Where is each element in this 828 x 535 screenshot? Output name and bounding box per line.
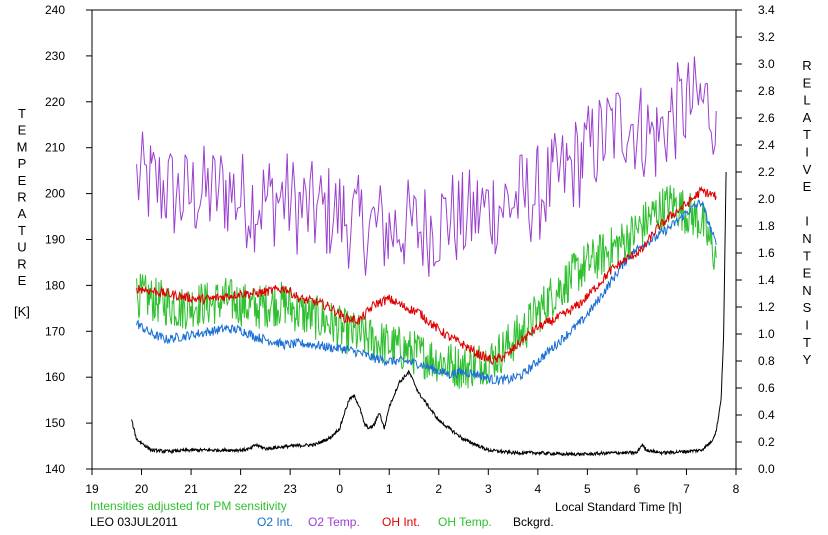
- left-axis-title-letter: E: [18, 123, 27, 138]
- right-axis-title-letter: I: [805, 318, 809, 333]
- right-tick-label: 0.4: [758, 408, 775, 422]
- right-tick-label: 0.8: [758, 354, 775, 368]
- right-tick-label: 3.4: [758, 3, 775, 17]
- x-tick-label: 20: [135, 482, 149, 496]
- plot-frame: [91, 9, 737, 470]
- x-axis: 19 20 21 22 23 0 1 2 3 4 5 6 7 8: [85, 469, 740, 496]
- left-axis-title-letter: E: [18, 173, 27, 188]
- legend-entry: OH Int.: [382, 515, 420, 529]
- x-tick-label: 22: [234, 482, 248, 496]
- right-axis-title-letter: E: [803, 266, 812, 281]
- left-axis-title-letter: M: [17, 139, 28, 154]
- legend-entry: O2 Int.: [257, 515, 293, 529]
- x-tick-label: 3: [485, 482, 492, 496]
- legend: O2 Int. O2 Temp. OH Int. OH Temp. Bckgrd.: [257, 515, 554, 529]
- legend-entry: OH Temp.: [438, 515, 492, 529]
- x-tick-label: 7: [683, 482, 690, 496]
- x-tick-label: 19: [85, 482, 99, 496]
- x-tick-label: 1: [386, 482, 393, 496]
- left-axis-title-letter: R: [17, 256, 26, 271]
- x-tick-label: 21: [184, 482, 198, 496]
- left-tick-label: 230: [45, 49, 65, 63]
- right-tick-label: 1.0: [758, 327, 775, 341]
- series-layer: [131, 56, 727, 457]
- left-tick-label: 210: [45, 141, 65, 155]
- left-axis: 140 150 160 170 180 190 200 210 220 230 240: [45, 3, 92, 476]
- right-axis-title-letter: E: [803, 179, 812, 194]
- left-tick-label: 240: [45, 3, 65, 17]
- right-tick-label: 1.4: [758, 273, 775, 287]
- right-tick-label: 2.8: [758, 84, 775, 98]
- right-axis-title-letter: N: [802, 231, 811, 246]
- left-axis-title-letter: T: [18, 223, 26, 238]
- left-axis-title-letter: U: [17, 240, 26, 255]
- x-tick-label: 8: [733, 482, 740, 496]
- right-tick-label: 0.2: [758, 435, 775, 449]
- right-tick-label: 2.6: [758, 111, 775, 125]
- right-axis-title-letter: A: [803, 110, 812, 125]
- right-axis-title-letter: I: [805, 145, 809, 160]
- right-axis-title-letter: E: [803, 75, 812, 90]
- right-axis-title-letter: T: [803, 127, 811, 142]
- left-axis-title-letter: P: [18, 156, 27, 171]
- series-line: [136, 185, 717, 366]
- x-tick-label: 2: [435, 482, 442, 496]
- station-date: LEO 03JUL2011: [90, 515, 178, 529]
- left-tick-label: 170: [45, 324, 65, 338]
- left-tick-label: 140: [45, 462, 65, 476]
- left-tick-label: 220: [45, 95, 65, 109]
- x-tick-label: 5: [584, 482, 591, 496]
- right-tick-label: 2.0: [758, 192, 775, 206]
- x-tick-label: 6: [634, 482, 641, 496]
- legend-entry: Bckgrd.: [513, 515, 554, 529]
- right-axis-title-letter: Y: [803, 352, 812, 367]
- left-tick-label: 180: [45, 278, 65, 292]
- left-axis-title-letter: E: [18, 273, 27, 288]
- series-line: [136, 56, 717, 277]
- right-axis-title-letter: V: [803, 162, 812, 177]
- right-axis-title-letter: T: [803, 248, 811, 263]
- right-tick-label: 1.8: [758, 219, 775, 233]
- left-tick-label: 190: [45, 233, 65, 247]
- right-axis-title-letter: T: [803, 335, 811, 350]
- right-tick-label: 2.4: [758, 138, 775, 152]
- right-tick-label: 1.6: [758, 246, 775, 260]
- x-axis-label: Local Standard Time [h]: [555, 500, 682, 514]
- left-tick-label: 160: [45, 370, 65, 384]
- right-tick-label: 1.2: [758, 300, 775, 314]
- right-axis-title-letter: S: [803, 300, 812, 315]
- right-axis-title-letter: L: [803, 93, 810, 108]
- legend-entry: O2 Temp.: [308, 515, 360, 529]
- left-tick-label: 150: [45, 416, 65, 430]
- left-tick-label: 200: [45, 187, 65, 201]
- right-axis-title-letter: R: [802, 58, 811, 73]
- right-tick-label: 2.2: [758, 165, 775, 179]
- right-tick-label: 3.2: [758, 30, 775, 44]
- intensity-note: Intensities adjusted for PM sensitivity: [90, 499, 287, 513]
- right-tick-label: 3.0: [758, 57, 775, 71]
- x-tick-label: 0: [336, 482, 343, 496]
- right-axis-title-letter: N: [802, 283, 811, 298]
- x-tick-label: 23: [283, 482, 297, 496]
- left-axis-title-letter: T: [18, 106, 26, 121]
- right-tick-label: 0.6: [758, 381, 775, 395]
- left-axis-unit: [K]: [14, 304, 30, 319]
- right-axis: 0.0 0.2 0.4 0.6 0.8 1.0 1.2 1.4 1.6 1.8 2.0 2.2 2.4 2…: [736, 3, 775, 476]
- left-axis-title-letter: R: [17, 190, 26, 205]
- series-line: [136, 199, 717, 386]
- left-axis-title-letter: A: [18, 206, 27, 221]
- series-line: [136, 185, 717, 390]
- x-tick-label: 4: [535, 482, 542, 496]
- series-line: [131, 171, 727, 457]
- right-axis-title-letter: I: [805, 214, 809, 229]
- right-tick-label: 0.0: [758, 462, 775, 476]
